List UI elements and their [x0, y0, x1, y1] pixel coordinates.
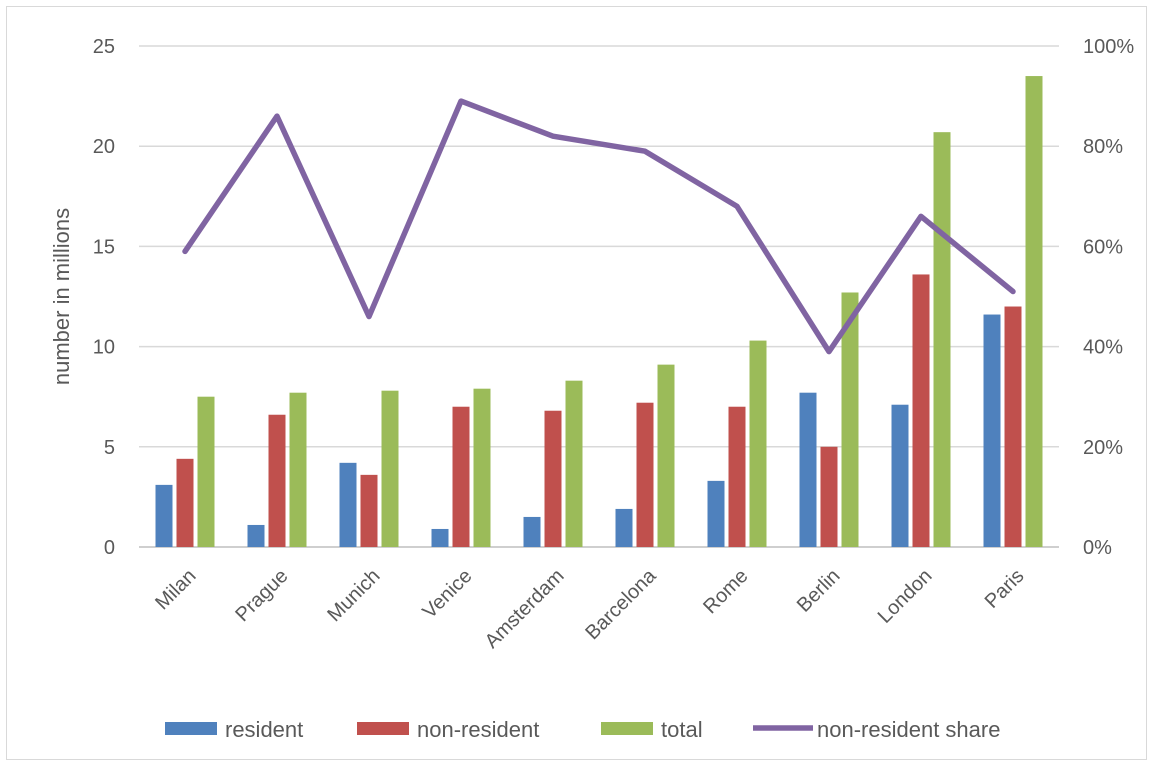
x-tick-label: London [874, 565, 937, 628]
bar-resident [523, 516, 541, 547]
bar-non-resident [912, 274, 930, 547]
bar-resident [983, 314, 1001, 547]
y-tick-label: 20 [93, 136, 115, 158]
bar-non-resident [820, 446, 838, 547]
bar-total [749, 340, 767, 547]
y-tick-label: 10 [93, 337, 115, 359]
x-tick-label: Venice [419, 565, 477, 623]
bar-total [565, 380, 583, 547]
bar-resident [247, 524, 265, 547]
bar-total [289, 392, 307, 547]
x-axis: Milan Prague Munich Venice Amsterdam Barcelon… [151, 564, 1028, 652]
y2-tick-label: 80% [1083, 136, 1123, 158]
bar-total [1025, 76, 1043, 547]
chart-svg: 0 5 10 15 20 25 0% 20% 40% 60% 80% 100% Milan Pragu… [49, 36, 1134, 742]
x-tick-label: Berlin [793, 565, 845, 617]
bar-non-resident [1004, 306, 1022, 547]
bar-resident [799, 392, 817, 547]
bar-resident [155, 484, 173, 547]
y2-tick-label: 0% [1083, 537, 1112, 559]
x-tick-label: Prague [231, 565, 292, 626]
bar-non-resident [452, 406, 470, 547]
bar-total [657, 364, 675, 547]
y-tick-label: 25 [93, 36, 115, 58]
legend-swatch [357, 722, 409, 735]
legend-swatch [165, 722, 217, 735]
bar-resident [615, 508, 633, 547]
y-axis-title: number in millions [49, 208, 74, 385]
bars [155, 76, 1043, 547]
bar-non-resident [176, 458, 194, 547]
bar-resident [707, 480, 725, 547]
bar-non-resident [268, 414, 286, 547]
bar-non-resident [544, 410, 562, 547]
y-tick-label: 5 [104, 437, 115, 459]
x-tick-label: Amsterdam [481, 565, 569, 653]
bar-non-resident [636, 402, 654, 547]
x-tick-label: Barcelona [581, 564, 661, 644]
x-tick-label: Milan [151, 565, 200, 614]
bar-resident [891, 404, 909, 547]
legend-swatch [601, 722, 653, 735]
bar-resident [339, 462, 357, 547]
y2-tick-label: 60% [1083, 236, 1123, 258]
y-tick-label: 15 [93, 236, 115, 258]
y2-tick-label: 40% [1083, 337, 1123, 359]
bar-total [933, 132, 951, 547]
y-axis-left: 0 5 10 15 20 25 [93, 36, 115, 559]
legend-label: resident [225, 717, 303, 742]
bar-total [381, 390, 399, 547]
y-tick-label: 0 [104, 537, 115, 559]
x-tick-label: Paris [981, 565, 1029, 613]
line-non-resident-share [182, 98, 1016, 355]
legend-label: total [661, 717, 703, 742]
chart-frame: 0 5 10 15 20 25 0% 20% 40% 60% 80% 100% Milan Pragu… [6, 6, 1147, 760]
bar-non-resident [728, 406, 746, 547]
legend: resident non-resident total non-resident sh… [165, 717, 1000, 742]
x-tick-label: Munich [323, 565, 384, 626]
line-series [182, 98, 1016, 355]
bar-total [197, 396, 215, 547]
legend-label: non-resident share [817, 717, 1000, 742]
bar-total [841, 292, 859, 547]
y2-tick-label: 100% [1083, 36, 1134, 58]
x-tick-label: Rome [699, 565, 752, 618]
y-axis-right: 0% 20% 40% 60% 80% 100% [1083, 36, 1134, 559]
legend-label: non-resident [417, 717, 539, 742]
bar-non-resident [360, 474, 378, 547]
y2-tick-label: 20% [1083, 437, 1123, 459]
bar-total [473, 388, 491, 547]
bar-resident [431, 528, 449, 547]
